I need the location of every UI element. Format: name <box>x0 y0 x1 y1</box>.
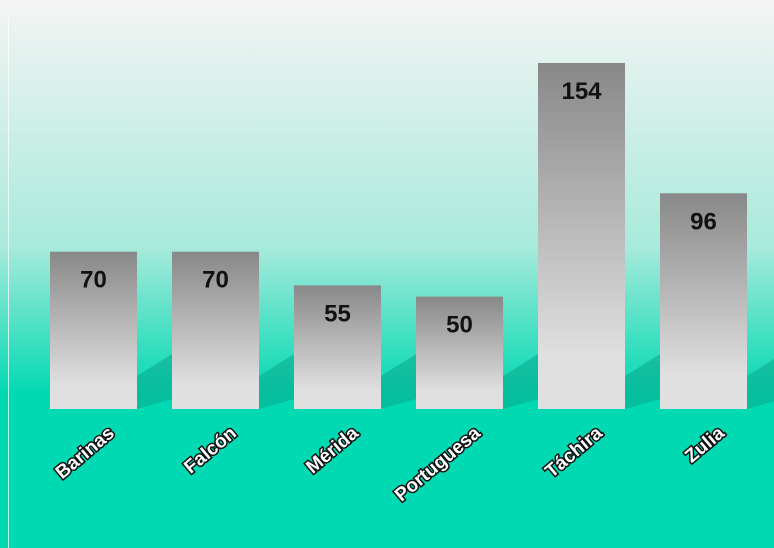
bar-shadow-merida <box>381 354 416 409</box>
value-label-merida: 55 <box>324 300 351 327</box>
bars-group <box>50 63 747 409</box>
bar-barinas <box>50 251 137 409</box>
bar-shadow-tachira <box>625 354 660 409</box>
bar-merida <box>294 285 381 409</box>
bar-falcon <box>172 251 259 409</box>
value-label-zulia: 96 <box>690 208 717 235</box>
bar-zulia <box>660 193 747 409</box>
value-label-portuguesa: 50 <box>446 312 473 339</box>
value-label-tachira: 154 <box>561 78 602 105</box>
bar-shadow-portuguesa <box>503 354 538 409</box>
value-labels-group: 70 70 55 50 154 96 <box>80 78 717 339</box>
bar-shadow-barinas <box>137 354 172 409</box>
left-edge-line <box>8 14 9 548</box>
value-label-falcon: 70 <box>202 267 229 294</box>
bar-tachira <box>538 63 625 409</box>
value-label-barinas: 70 <box>80 267 107 294</box>
bar-shadow-zulia <box>747 359 774 409</box>
bar-shadow-falcon <box>259 354 294 409</box>
bar-shadows <box>137 354 774 409</box>
bar-portuguesa <box>416 296 503 409</box>
